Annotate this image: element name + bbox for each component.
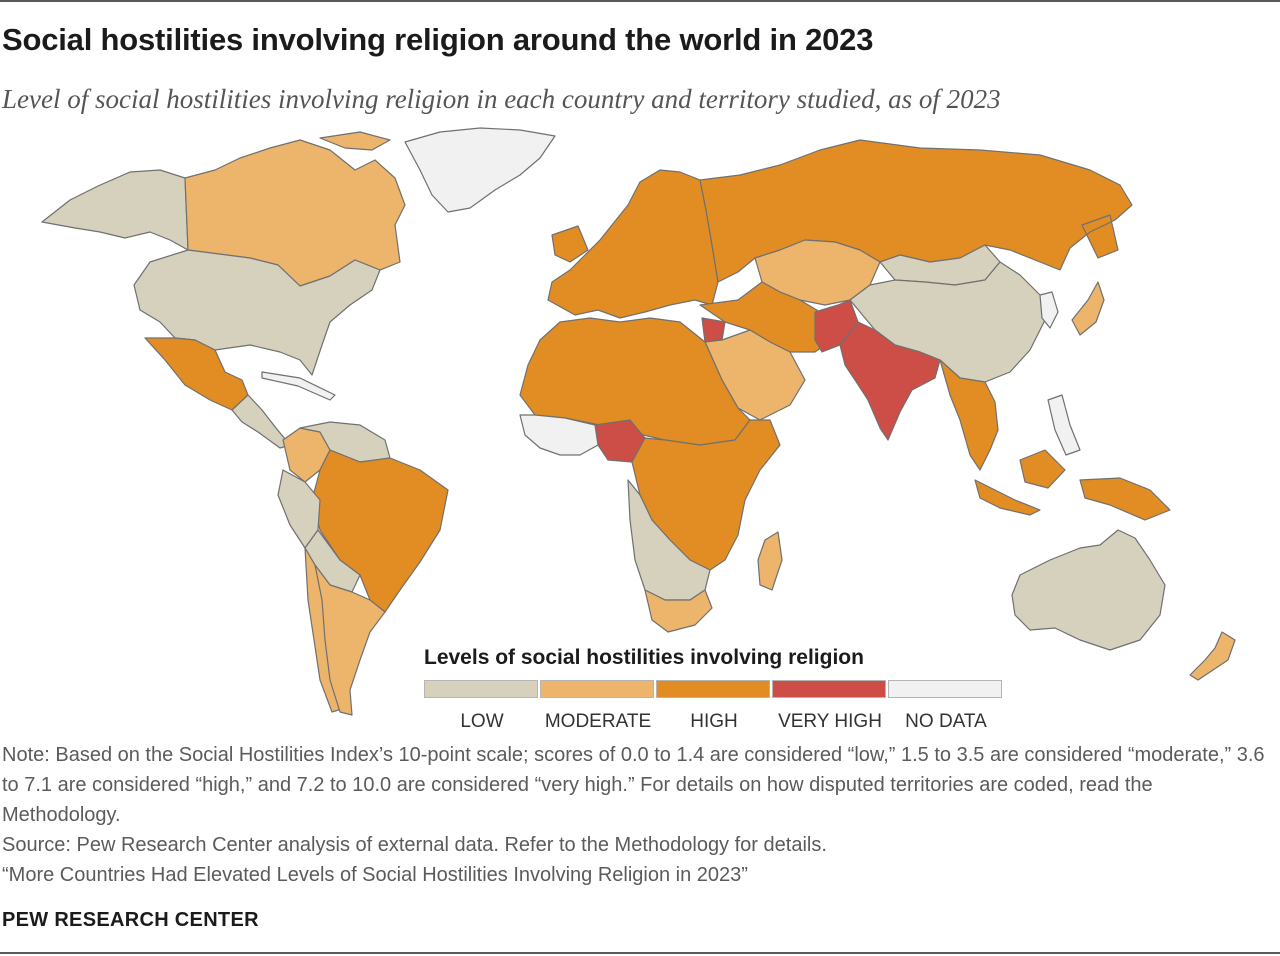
top-rule (0, 0, 1280, 2)
legend-title: Levels of social hostilities involving r… (424, 646, 864, 669)
region-new-zealand (1189, 631, 1236, 681)
region-greenland (404, 127, 556, 213)
legend-label-high: HIGH (690, 711, 738, 732)
legend-swatch-high (656, 680, 770, 698)
report-title-text: “More Countries Had Elevated Levels of S… (2, 864, 748, 886)
region-japan (1071, 281, 1105, 336)
chart-title: Social hostilities involving religion ar… (2, 22, 874, 57)
region-australia (1011, 529, 1166, 651)
region-india (839, 321, 941, 441)
legend-swatch-low (424, 680, 538, 698)
region-russia (699, 139, 1133, 283)
region-syria (701, 317, 726, 343)
region-mexico (144, 337, 249, 411)
region-europe (547, 169, 719, 319)
region-caribbean (261, 371, 336, 401)
legend-label-very-high: VERY HIGH (778, 711, 882, 732)
region-madagascar (757, 531, 783, 591)
region-southeast-asia (939, 359, 999, 471)
region-argentina (314, 564, 386, 716)
legend-swatch-moderate (540, 680, 654, 698)
world-map (41, 127, 1236, 716)
note-text: Note: Based on the Social Hostilities In… (2, 744, 1265, 826)
legend-swatch-very-high (772, 680, 886, 698)
legend-label-low: LOW (460, 711, 504, 732)
chart-subtitle: Level of social hostilities involving re… (2, 84, 1001, 114)
region-alaska (41, 169, 189, 251)
region-west-africa (519, 414, 599, 456)
region-central-america (231, 394, 291, 449)
region-brazil (311, 449, 449, 613)
bottom-rule (0, 952, 1280, 954)
region-united-states (133, 249, 381, 376)
legend-label-no-data: NO DATA (905, 711, 987, 732)
region-indonesia (974, 449, 1171, 521)
region-south-africa (644, 589, 713, 633)
source-text: Source: Pew Research Center analysis of … (2, 834, 827, 856)
legend-label-moderate: MODERATE (544, 711, 652, 732)
region-korea (1039, 291, 1059, 329)
region-philippines (1047, 394, 1081, 456)
footer-brand: PEW RESEARCH CENTER (2, 909, 259, 931)
notes-block: Note: Based on the Social Hostilities In… (2, 740, 1272, 890)
legend-swatch-no-data (888, 680, 1002, 698)
